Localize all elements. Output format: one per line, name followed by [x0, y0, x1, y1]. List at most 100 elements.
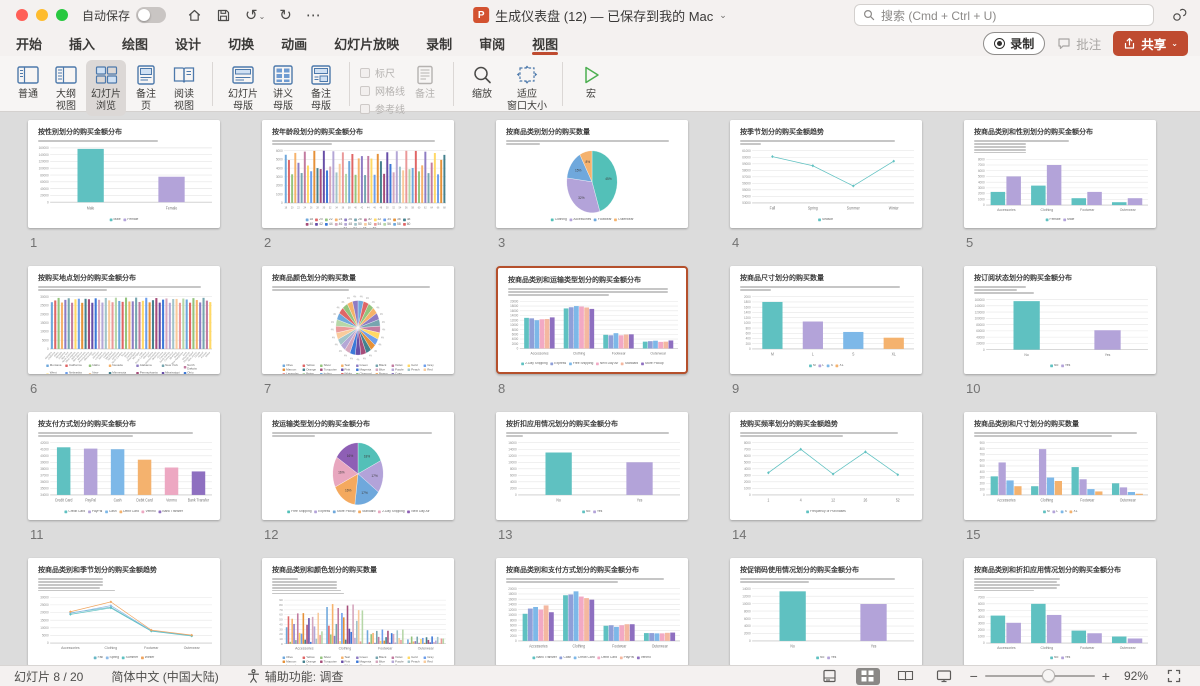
- normal-view-toggle[interactable]: [818, 668, 842, 685]
- slide-thumbnail-11[interactable]: 按支付方式划分的购买金额分布 34000 35000 36000 37000 38000 3…: [28, 412, 220, 520]
- slide-thumbnail-1[interactable]: 按性别划分的购买金额分布 0 20000 40000 60000 80000 100000 1…: [28, 120, 220, 228]
- search-input[interactable]: 搜索 (Cmd + Ctrl + U): [854, 4, 1154, 26]
- slide-title: 按商品颜色划分的购买数量: [272, 275, 356, 282]
- window-title[interactable]: P 生成仪表盘 (12) — 已保存到我的 Mac ⌄: [473, 0, 727, 30]
- slide-sorter-toggle[interactable]: [855, 667, 880, 685]
- slide-thumbnail-10[interactable]: 按订阅状态划分的购买金额分布 0 20000 40000 60000 80000 10000…: [964, 266, 1156, 374]
- slide-chart: 4% 4% 4% 4% 4% 4% 4% 4% 4% 4% 4% 4% 4% 4% 4% 4% 4% 4% 4% 4%…: [267, 293, 449, 364]
- tab-幻灯片放映[interactable]: 幻灯片放映: [334, 36, 400, 52]
- svg-text:S: S: [852, 353, 855, 357]
- zoom-in-button[interactable]: +: [1101, 668, 1110, 684]
- normal-view-button[interactable]: 普通: [10, 60, 46, 104]
- accessibility-status[interactable]: 辅助功能: 调查: [247, 668, 343, 685]
- tab-视图[interactable]: 视图: [532, 30, 559, 56]
- slide-thumbnail-20[interactable]: 按商品类别和折扣应用情况划分的购买金额分布 0 1000 2000 3000 4000 50…: [964, 558, 1156, 665]
- svg-text:7000: 7000: [978, 595, 985, 599]
- tab-动画[interactable]: 动画: [281, 36, 308, 52]
- slide-thumbnail-2[interactable]: 按年龄段划分的购买金额分布 0 1000 2000 3000 4000 5000 6000 18…: [262, 120, 454, 228]
- tab-绘图[interactable]: 绘图: [122, 36, 149, 52]
- tab-审阅[interactable]: 审阅: [479, 36, 506, 52]
- reading-view-button[interactable]: 阅读 视图: [166, 60, 202, 116]
- ribbon-tab-row: 开始 插入 绘图 设计 切换 动画 幻灯片放映 录制 审阅 视图 录制 批注 共享 ⌄: [0, 30, 1200, 56]
- zoom-out-button[interactable]: −: [969, 668, 978, 684]
- legend-item: Purple: [391, 660, 404, 663]
- tab-设计[interactable]: 设计: [175, 36, 202, 52]
- slideshow-toggle[interactable]: [932, 668, 956, 685]
- notes-master-button[interactable]: 备注 母版: [303, 60, 339, 116]
- zoom-slider-knob[interactable]: [1041, 669, 1055, 682]
- slide-chart-legend: Fall Spring Summer Winter: [28, 656, 220, 664]
- presence-icon[interactable]: [1171, 6, 1188, 28]
- legend-item: Silver: [319, 656, 337, 659]
- slide-thumbnail-18[interactable]: 按商品类别和支付方式划分的购买金额分布 0 2000 4000 6000 8000 1000…: [496, 558, 688, 665]
- share-button[interactable]: 共享 ⌄: [1113, 30, 1188, 56]
- svg-text:0: 0: [47, 347, 49, 351]
- save-icon[interactable]: [216, 8, 231, 23]
- tab-开始[interactable]: 开始: [16, 36, 43, 52]
- fit-to-window-button[interactable]: 适应 窗口大小: [502, 60, 552, 116]
- legend-item: 28: [354, 218, 362, 222]
- outline-view-button[interactable]: 大纲 视图: [48, 60, 84, 116]
- slide-sorter-button[interactable]: 幻灯片 浏览: [86, 60, 126, 116]
- slide-thumbnail-3[interactable]: 按商品类别划分的购买数量 45% 32% 15% 8% Clothing Accessori…: [496, 120, 688, 228]
- zoom-percentage[interactable]: 92%: [1123, 669, 1148, 683]
- slide-thumbnail-5[interactable]: 按商品类别和性别划分的购买金额分布 0 1000 2000 3000 4000 5000 60…: [964, 120, 1156, 228]
- fullscreen-button[interactable]: [56, 9, 68, 21]
- fit-slide-button[interactable]: [1162, 668, 1186, 685]
- ruler-checkbox[interactable]: 标尺: [360, 65, 405, 80]
- svg-text:57000: 57000: [742, 175, 750, 179]
- slide-thumbnail-6[interactable]: 按购买地点划分的购买金额分布 0 5000 10000 15000 20000 25000 3…: [28, 266, 220, 374]
- minimize-button[interactable]: [36, 9, 48, 21]
- slide-thumbnail-16[interactable]: 按商品类别和季节划分的购买金额趋势 0 5000 10000 15000 20000 250…: [28, 558, 220, 665]
- legend-item: Peach: [407, 660, 420, 663]
- zoom-slider[interactable]: [984, 669, 1095, 682]
- slide-thumbnail-17[interactable]: 按商品类别和颜色划分的购买数量 0 10 20 30 40 50 60 70 80 90 Access…: [262, 558, 454, 665]
- slide-chart: 0 20000 40000 60000 80000 100000 120000 140000 1…: [33, 144, 215, 218]
- svg-text:Outerwear: Outerwear: [650, 352, 666, 356]
- guides-checkbox[interactable]: 参考线: [360, 101, 405, 116]
- slide-thumbnail-4[interactable]: 按季节划分的购买金额趋势 53000 54000 55000 56000 57000 580…: [730, 120, 922, 228]
- zoom-button[interactable]: 缩放: [464, 60, 500, 104]
- tab-切换[interactable]: 切换: [228, 36, 255, 52]
- home-icon[interactable]: [187, 8, 202, 23]
- handout-master-button[interactable]: 讲义 母版: [265, 60, 301, 116]
- comments-button[interactable]: 批注: [1057, 34, 1101, 53]
- slide-thumbnail-7[interactable]: 按商品颜色划分的购买数量 4% 4% 4% 4% 4% 4% 4% 4% 4% 4% 4% 4% 4% 4%…: [262, 266, 454, 374]
- more-options-icon[interactable]: ⋯: [305, 6, 321, 24]
- gridlines-checkbox[interactable]: 网格线: [360, 83, 405, 98]
- slide-sorter-area: 按性别划分的购买金额分布 0 20000 40000 60000 80000 100000 1…: [0, 112, 1200, 665]
- notes-page-button[interactable]: 备注 页: [128, 60, 164, 116]
- close-button[interactable]: [16, 9, 28, 21]
- slide-thumbnail-9[interactable]: 按商品尺寸划分的购买数量 0 200 400 600 800 1000 1200 1400 160…: [730, 266, 922, 374]
- outline-view-icon: [55, 66, 77, 84]
- undo-icon[interactable]: ↺ ⌄: [245, 6, 266, 24]
- redo-icon[interactable]: ↻: [279, 6, 292, 24]
- undo-chevron-icon[interactable]: ⌄: [258, 12, 266, 21]
- autosave-toggle[interactable]: [136, 7, 167, 23]
- macro-button[interactable]: 宏: [573, 60, 609, 104]
- svg-text:40000: 40000: [976, 335, 985, 339]
- slide-thumbnail-15[interactable]: 按商品类别和尺寸划分的购买数量 0 100 200 300 400 500 600 700 800…: [964, 412, 1156, 520]
- tab-录制[interactable]: 录制: [426, 36, 453, 52]
- svg-text:80: 80: [279, 603, 283, 607]
- slide-master-button[interactable]: 幻灯片 母版: [223, 60, 263, 116]
- slide-number: 8: [498, 381, 506, 396]
- svg-text:Kansas: Kansas: [200, 351, 208, 360]
- svg-text:16000: 16000: [508, 441, 516, 445]
- language-indicator[interactable]: 简体中文 (中国大陆): [111, 669, 219, 684]
- slide-thumbnail-13[interactable]: 按折扣应用情况划分的购买金额分布 0 2000 4000 6000 8000 10000 12…: [496, 412, 688, 520]
- legend-item: Mississippi: [162, 372, 180, 374]
- record-button[interactable]: 录制: [983, 31, 1046, 55]
- reading-view-toggle[interactable]: [894, 668, 918, 685]
- slide-thumbnail-14[interactable]: 按购买频率划分的购买金额趋势 0 1000 2000 3000 4000 5000 6000 7…: [730, 412, 922, 520]
- slide-thumbnail-12[interactable]: 按运输类型划分的购买金额分布 18% 17% 17% 16% 16% 16% Free Shi…: [262, 412, 454, 520]
- svg-text:26: 26: [310, 205, 313, 209]
- svg-text:Female: Female: [166, 205, 178, 211]
- ribbon-separator: [453, 62, 454, 106]
- tab-插入[interactable]: 插入: [69, 36, 96, 52]
- slide-thumbnail-19[interactable]: 按促销码使用情况划分的购买金额分布 0 2000 4000 6000 8000 10000 1…: [730, 558, 922, 665]
- notes-button[interactable]: 备注: [407, 60, 443, 104]
- slide-thumbnail-8[interactable]: 按商品类别和运输类型划分的购买金额分布 0 2000 4000 6000 8000 1000…: [496, 266, 688, 374]
- powerpoint-app-icon: P: [473, 7, 490, 23]
